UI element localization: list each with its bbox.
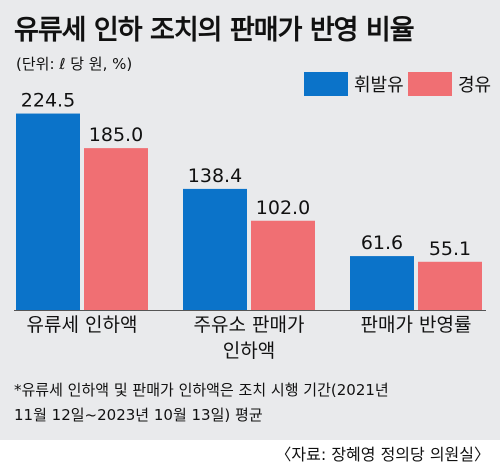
- category-label-2-0: 판매가 반영률: [361, 314, 472, 336]
- legend-swatch-diesel: [408, 72, 452, 96]
- bar-diesel-0: [84, 148, 148, 310]
- data-label-diesel-1: 102.0: [256, 197, 310, 219]
- category-label-0-0: 유류세 인하액: [27, 314, 138, 336]
- data-label-gasoline-0: 224.5: [21, 90, 75, 112]
- footnote-line-1: *유류세 인하액 및 판매가 인하액은 조치 시행 기간(2021년: [14, 381, 389, 399]
- legend-swatch-gasoline: [304, 72, 348, 96]
- bar-diesel-1: [251, 220, 315, 310]
- bar-gasoline-2: [350, 256, 414, 310]
- category-label-1-1: 인하액: [223, 340, 275, 362]
- footnote-line-2: 11월 12일~2023년 10월 13일) 평균: [14, 406, 263, 424]
- category-label-1-0: 주유소 판매가: [194, 314, 305, 336]
- legend-label-gasoline: 휘발유: [354, 75, 404, 96]
- legend-item-gasoline: 휘발유: [304, 72, 404, 96]
- legend-item-diesel: 경유: [408, 72, 491, 96]
- chart-title: 유류세 인하 조치의 판매가 반영 비율: [14, 15, 415, 46]
- bar-gasoline-1: [183, 188, 247, 310]
- bar-gasoline-0: [16, 113, 80, 310]
- data-label-diesel-0: 185.0: [89, 124, 143, 146]
- legend-label-diesel: 경유: [458, 75, 492, 96]
- bar-diesel-2: [418, 261, 482, 310]
- footnote: *유류세 인하액 및 판매가 인하액은 조치 시행 기간(2021년 11월 1…: [14, 378, 494, 428]
- data-label-gasoline-2: 61.6: [361, 232, 403, 254]
- unit-label: (단위: ℓ 당 원, %): [16, 55, 133, 73]
- data-label-diesel-2: 55.1: [429, 238, 471, 260]
- source-credit: 〈자료: 장혜영 정의당 의원실〉: [275, 445, 490, 464]
- data-label-gasoline-1: 138.4: [188, 165, 242, 187]
